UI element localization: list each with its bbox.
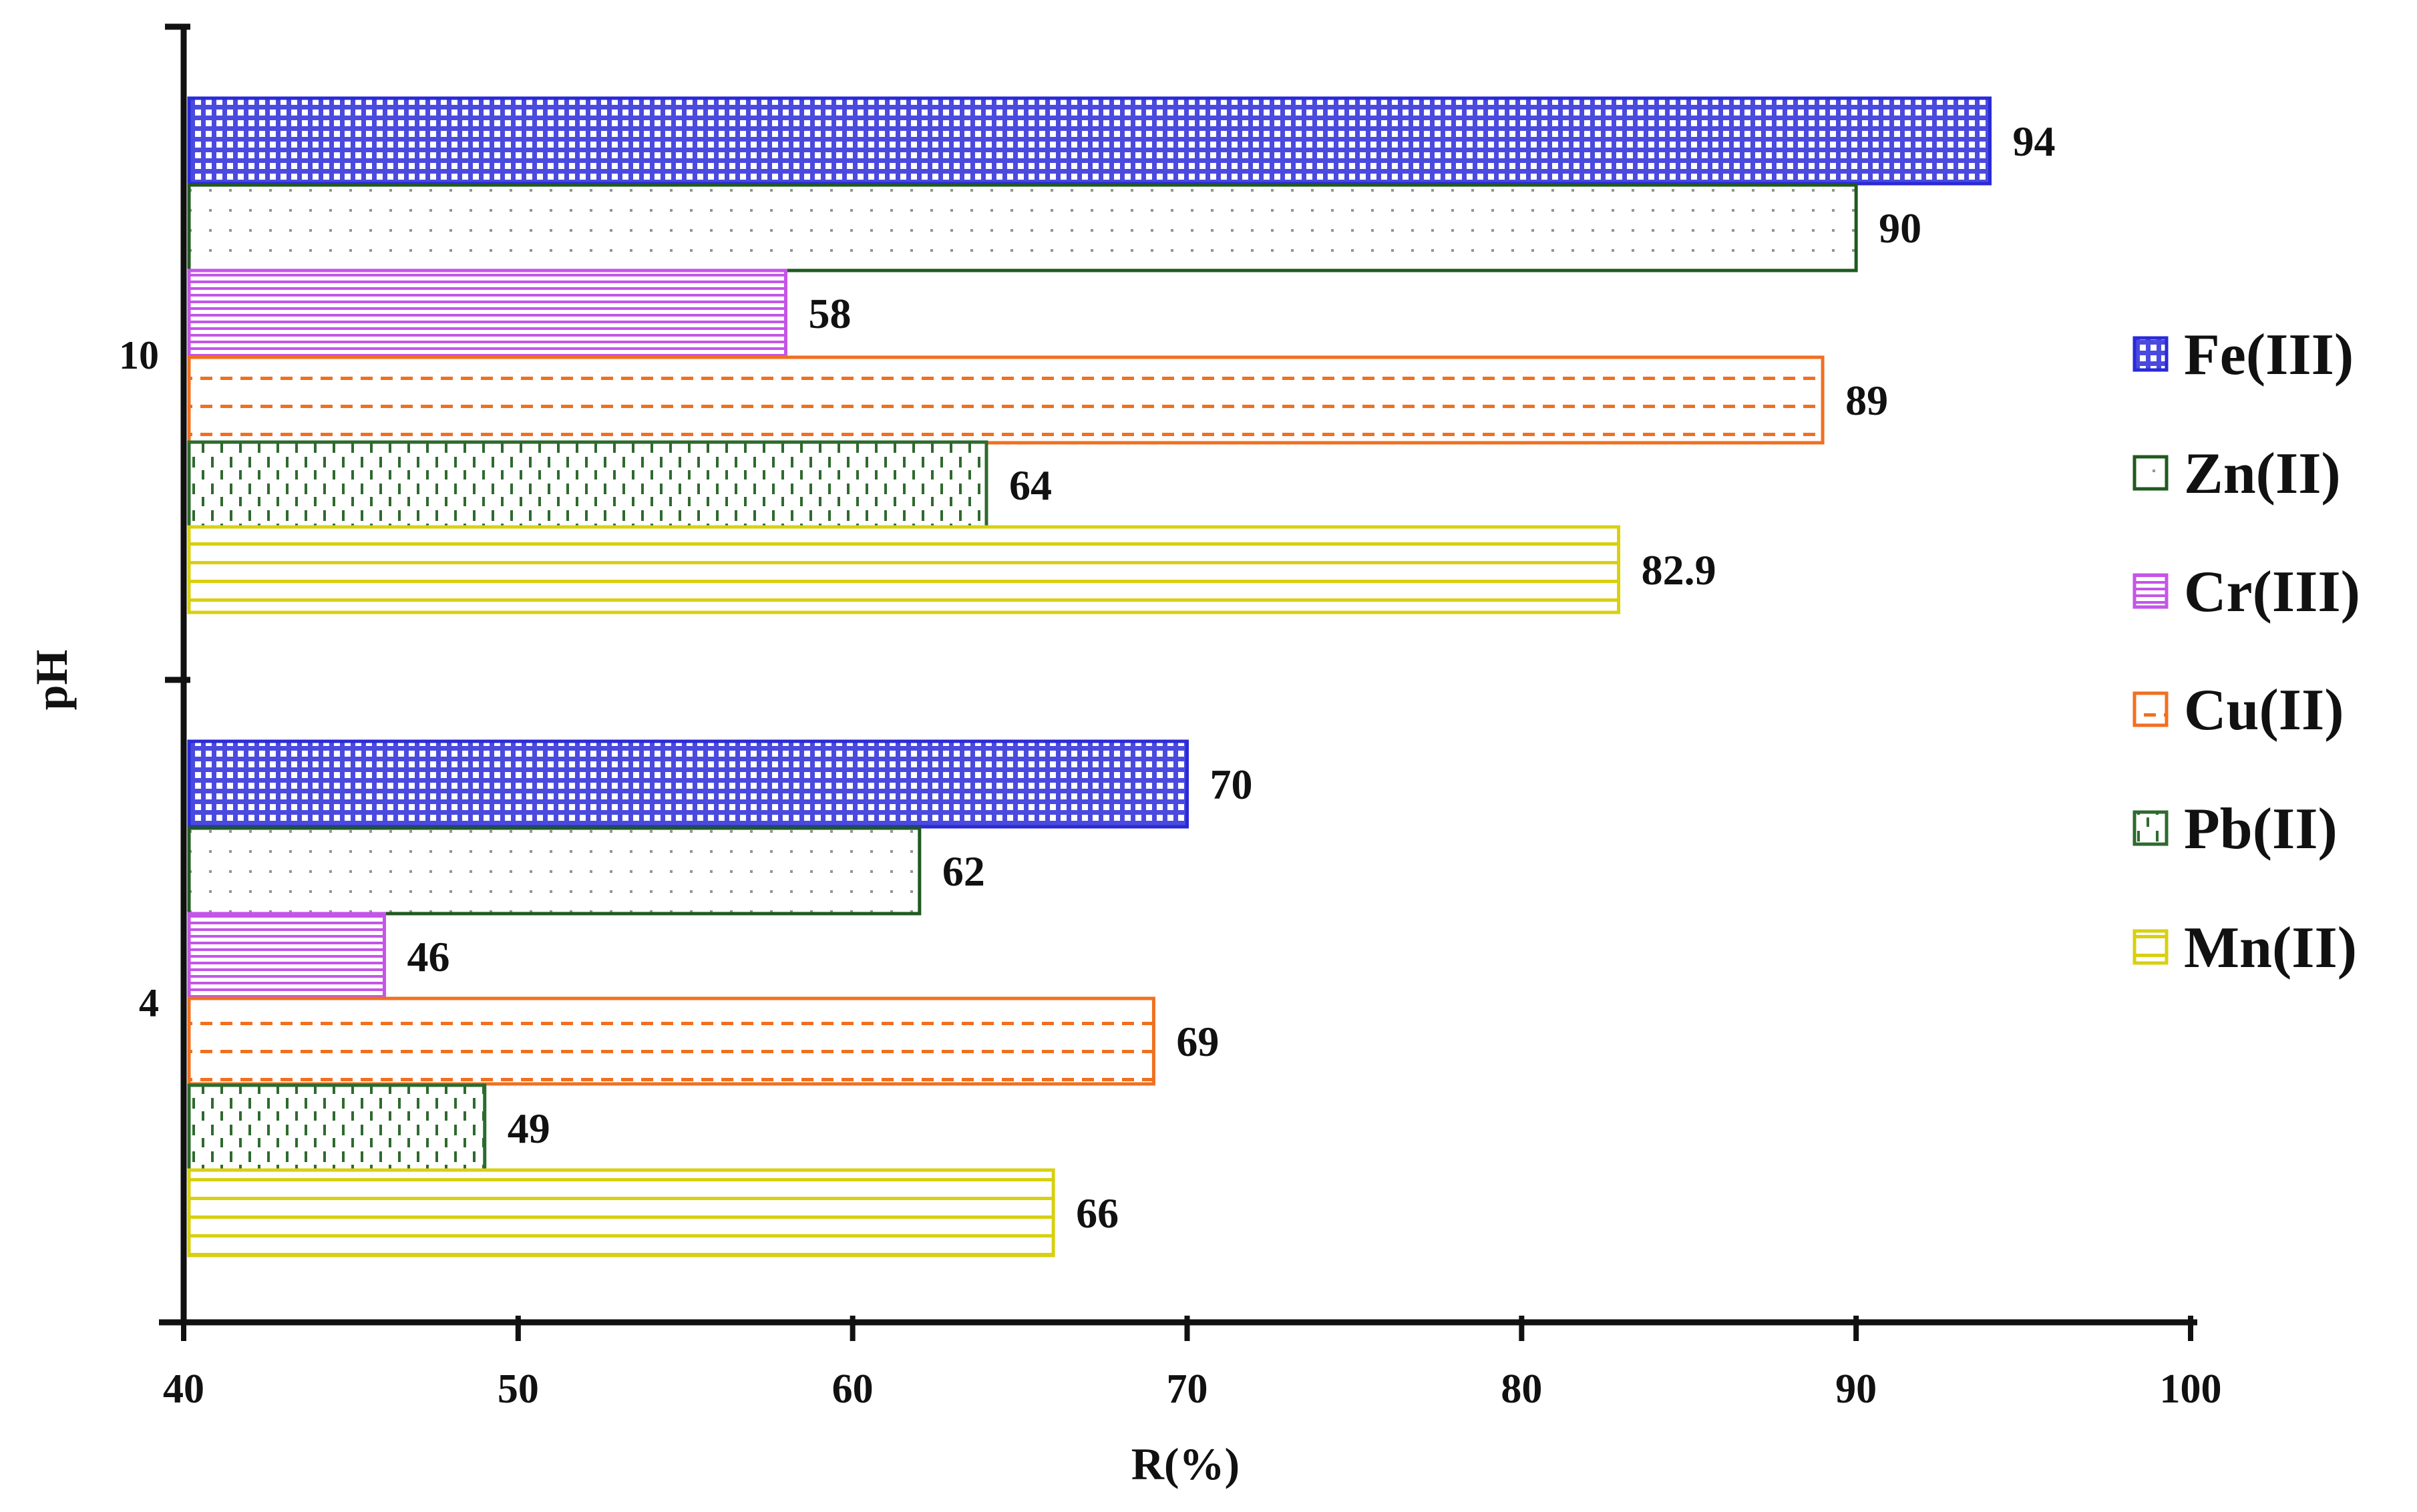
legend-swatch-zn-ii bbox=[2132, 455, 2169, 491]
x-tick-label-40: 40 bbox=[163, 1366, 204, 1412]
legend-item-zn-ii: Zn(II) bbox=[2132, 441, 2341, 506]
legend-swatch-pb-ii bbox=[2132, 810, 2169, 846]
bar-mn-ii-ph-10 bbox=[187, 525, 1621, 614]
bar-pb-ii-ph-4 bbox=[187, 1083, 487, 1173]
legend-item-cu-ii: Cu(II) bbox=[2132, 678, 2344, 743]
bar-zn-ii-ph-4 bbox=[187, 826, 922, 916]
data-label-fe-iii-ph-10: 94 bbox=[2013, 118, 2056, 165]
legend-item-cr-iii: Cr(III) bbox=[2132, 560, 2360, 624]
bar-cu-ii-ph-10 bbox=[187, 355, 1825, 445]
legend-item-fe-iii: Fe(III) bbox=[2132, 323, 2354, 387]
legend-swatch-fe-iii bbox=[2132, 336, 2169, 372]
legend-item-mn-ii: Mn(II) bbox=[2132, 916, 2357, 980]
bar-pb-ii-ph-10 bbox=[187, 440, 988, 530]
data-label-pb-ii-ph-10: 64 bbox=[1009, 461, 1052, 509]
x-tick-label-70: 70 bbox=[1167, 1366, 1208, 1412]
legend-label-cu-ii: Cu(II) bbox=[2184, 678, 2344, 743]
legend-label-zn-ii: Zn(II) bbox=[2184, 441, 2341, 506]
x-tick-label-80: 80 bbox=[1501, 1366, 1542, 1412]
legend-label-cr-iii: Cr(III) bbox=[2184, 560, 2360, 624]
y-axis-title: pH bbox=[26, 650, 77, 711]
data-label-cu-ii-ph-10: 89 bbox=[1845, 377, 1888, 424]
y-tick-label-4: 4 bbox=[139, 981, 159, 1025]
legend-item-pb-ii: Pb(II) bbox=[2132, 797, 2338, 862]
bar-cu-ii-ph-4 bbox=[187, 996, 1155, 1086]
data-label-cu-ii-ph-4: 69 bbox=[1176, 1018, 1219, 1065]
legend-swatch-cu-ii bbox=[2132, 691, 2169, 727]
data-label-fe-iii-ph-4: 70 bbox=[1210, 761, 1253, 808]
legend-label-mn-ii: Mn(II) bbox=[2184, 916, 2357, 980]
legend-swatch-cr-iii bbox=[2132, 573, 2169, 609]
x-tick-label-90: 90 bbox=[1835, 1366, 1877, 1412]
bar-fe-iii-ph-10 bbox=[187, 96, 1992, 186]
legend-swatch-mn-ii bbox=[2132, 929, 2169, 965]
bar-mn-ii-ph-4 bbox=[187, 1168, 1055, 1258]
x-tick-label-50: 50 bbox=[498, 1366, 539, 1412]
x-axis-title: R(%) bbox=[1131, 1439, 1240, 1489]
bar-fe-iii-ph-4 bbox=[187, 739, 1189, 829]
bar-zn-ii-ph-10 bbox=[187, 183, 1858, 272]
data-label-mn-ii-ph-4: 66 bbox=[1076, 1189, 1119, 1237]
x-tick-label-60: 60 bbox=[832, 1366, 874, 1412]
data-label-cr-iii-ph-10: 58 bbox=[809, 290, 852, 337]
data-label-mn-ii-ph-10: 82.9 bbox=[1642, 546, 1716, 594]
legend-label-pb-ii: Pb(II) bbox=[2184, 797, 2338, 862]
legend-label-fe-iii: Fe(III) bbox=[2184, 323, 2354, 387]
data-label-zn-ii-ph-10: 90 bbox=[1879, 204, 1921, 252]
data-label-cr-iii-ph-4: 46 bbox=[407, 933, 450, 980]
x-tick-label-100: 100 bbox=[2160, 1366, 2222, 1412]
data-label-zn-ii-ph-4: 62 bbox=[942, 847, 985, 895]
data-label-pb-ii-ph-4: 49 bbox=[508, 1105, 550, 1152]
bar-cr-iii-ph-4 bbox=[187, 912, 386, 1001]
y-tick-label-10: 10 bbox=[119, 333, 159, 377]
bar-cr-iii-ph-10 bbox=[187, 268, 787, 358]
